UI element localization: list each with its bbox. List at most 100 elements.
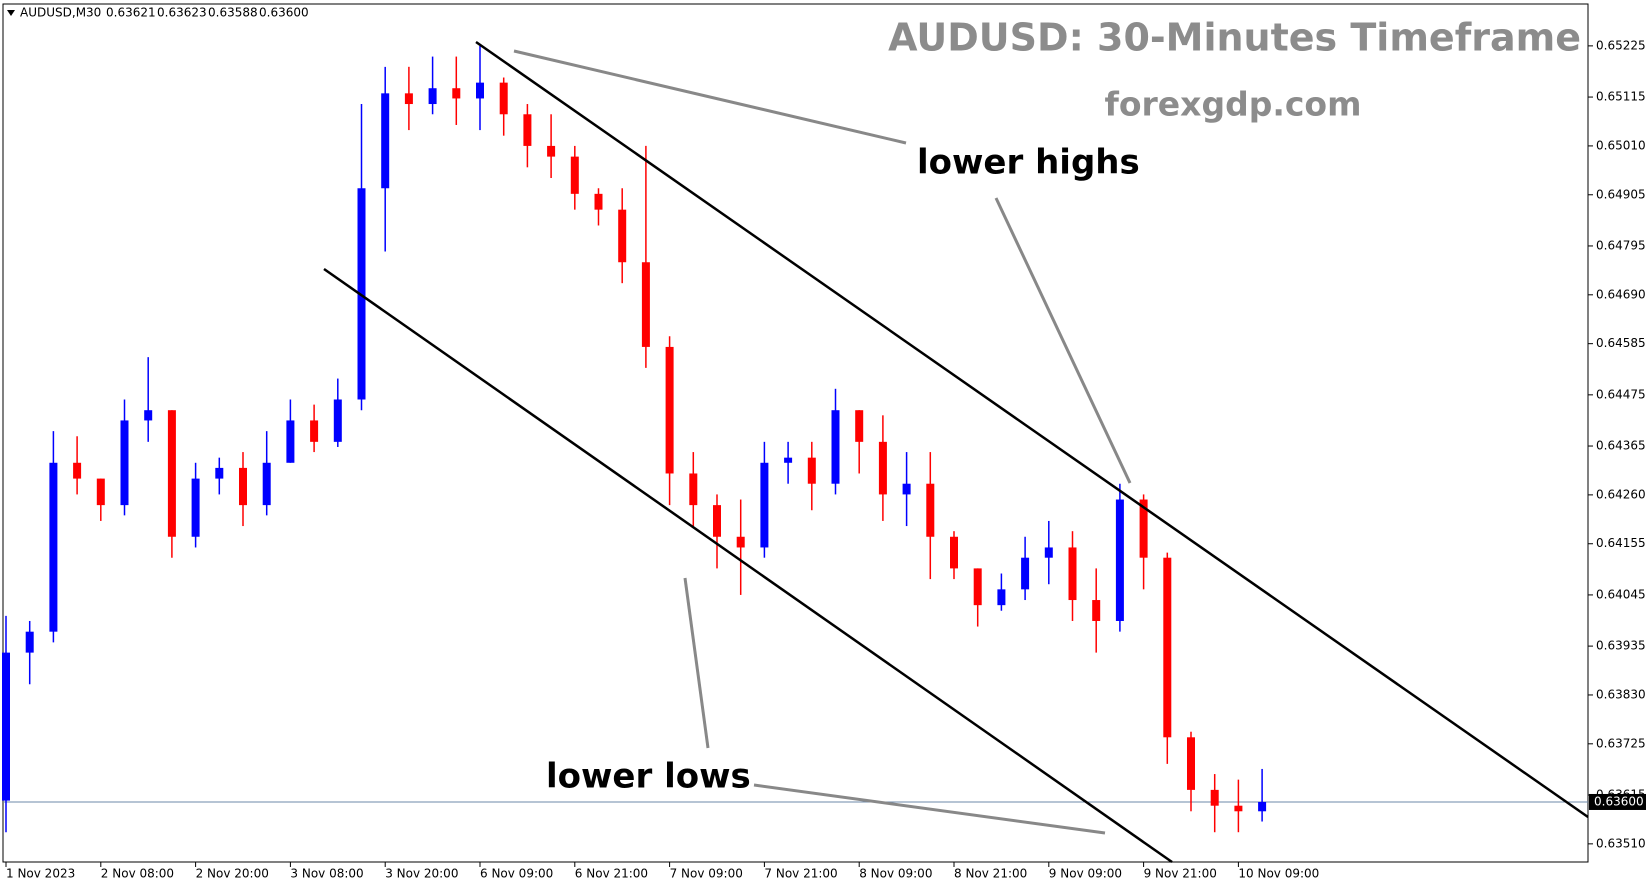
candle-body	[641, 262, 650, 347]
y-tick-label: 0.63830	[1596, 687, 1646, 701]
candle-body	[950, 536, 958, 569]
header-close: 0.63600	[259, 6, 309, 20]
x-tick-label: 8 Nov 09:00	[859, 867, 932, 881]
candle-body	[404, 93, 413, 105]
header-open: 0.63621	[106, 6, 156, 20]
pointer-line	[513, 49, 907, 145]
y-tick-label: 0.64155	[1596, 536, 1646, 550]
plot-frame	[2, 3, 1589, 863]
candle-body	[73, 462, 82, 479]
candle-body	[25, 631, 34, 653]
y-tick-label: 0.64905	[1596, 187, 1646, 201]
candle-body	[547, 145, 556, 157]
y-tick-label: 0.63510	[1596, 836, 1646, 850]
candle-body	[855, 410, 864, 442]
current-price-label: 0.63600	[1594, 794, 1644, 808]
y-tick-label: 0.63935	[1596, 639, 1646, 653]
candle-body	[1163, 557, 1172, 738]
chart-title: AUDUSD: 30-Minutes Timeframe	[888, 16, 1581, 60]
candle-body	[96, 478, 105, 506]
y-tick-label: 0.65225	[1596, 38, 1646, 52]
candle-body	[713, 505, 721, 537]
y-tick-label: 0.65010	[1596, 138, 1646, 152]
y-tick-label: 0.64795	[1596, 238, 1646, 252]
x-tick-label: 1 Nov 2023	[6, 867, 75, 881]
candle-body	[1068, 547, 1077, 601]
candle-body	[973, 568, 982, 606]
candle-body	[997, 589, 1006, 606]
candle-body	[807, 457, 816, 484]
candle-body	[144, 410, 153, 421]
candle-body	[594, 193, 603, 210]
x-tick-label: 3 Nov 20:00	[385, 867, 458, 881]
candle-body	[49, 462, 58, 632]
candle-body	[1115, 499, 1124, 621]
candle-body	[760, 462, 769, 548]
x-tick-label: 6 Nov 21:00	[575, 867, 648, 881]
y-tick-label: 0.65115	[1596, 90, 1646, 104]
candle-body	[381, 93, 390, 189]
chart-subtitle: forexgdp.com	[1105, 85, 1362, 124]
y-tick-label: 0.63725	[1596, 736, 1646, 750]
candle-body	[2, 652, 10, 801]
candle-body	[1234, 805, 1243, 812]
candle-body	[499, 82, 508, 115]
candle-body	[736, 536, 745, 548]
x-tick-label: 6 Nov 09:00	[480, 867, 553, 881]
header-arrow	[7, 10, 15, 16]
candle-body	[1139, 499, 1148, 558]
x-tick-label: 2 Nov 08:00	[101, 867, 174, 881]
candle-body	[476, 82, 484, 99]
candle-body	[618, 209, 627, 263]
candle-body	[428, 88, 437, 105]
candle-body	[215, 467, 224, 479]
candle-body	[1021, 557, 1030, 590]
candle-body	[784, 457, 793, 463]
annotation: lower lows	[546, 757, 751, 797]
lower-trend-line	[323, 267, 1173, 864]
x-tick-label: 3 Nov 08:00	[290, 867, 363, 881]
pointer-line	[753, 783, 1106, 835]
candle-body	[1092, 600, 1101, 621]
candle-body	[167, 410, 176, 537]
candle-body	[1258, 801, 1267, 812]
candle-body	[310, 420, 319, 442]
candle-body	[1044, 547, 1053, 558]
header-symbol: AUDUSD,M30	[20, 6, 101, 20]
annotation: lower highs	[917, 143, 1140, 183]
candle-body	[570, 156, 579, 194]
y-tick-label: 0.64690	[1596, 287, 1646, 301]
y-tick-label: 0.64365	[1596, 439, 1646, 453]
candle-body	[120, 420, 129, 506]
candle-body	[878, 441, 887, 495]
y-tick-label: 0.64045	[1596, 587, 1646, 601]
x-tick-label: 7 Nov 21:00	[764, 867, 837, 881]
y-tick-label: 0.64585	[1596, 336, 1646, 350]
upper-trend-line	[475, 40, 1589, 819]
candle-body	[262, 462, 271, 506]
header-high: 0.63623	[157, 6, 207, 20]
candle-body	[1187, 737, 1195, 790]
current-price-box	[1589, 793, 1646, 810]
pointer-line	[994, 197, 1132, 484]
x-tick-label: 10 Nov 09:00	[1238, 867, 1319, 881]
x-tick-label: 8 Nov 21:00	[954, 867, 1027, 881]
x-tick-label: 2 Nov 20:00	[196, 867, 269, 881]
candle-body	[452, 88, 461, 99]
candle-body	[831, 410, 840, 484]
candle-body	[239, 467, 247, 506]
candle-body	[333, 399, 342, 442]
candle-body	[286, 420, 295, 463]
y-tick-label: 0.64260	[1596, 487, 1646, 501]
candle-body	[902, 483, 911, 495]
candle-body	[1210, 789, 1219, 806]
x-tick-label: 7 Nov 09:00	[670, 867, 743, 881]
candle-body	[665, 346, 674, 474]
candle-body	[689, 473, 698, 506]
pointer-line	[683, 577, 710, 749]
y-tick-label: 0.64475	[1596, 387, 1646, 401]
x-tick-label: 9 Nov 21:00	[1144, 867, 1217, 881]
candle-body	[523, 114, 532, 146]
